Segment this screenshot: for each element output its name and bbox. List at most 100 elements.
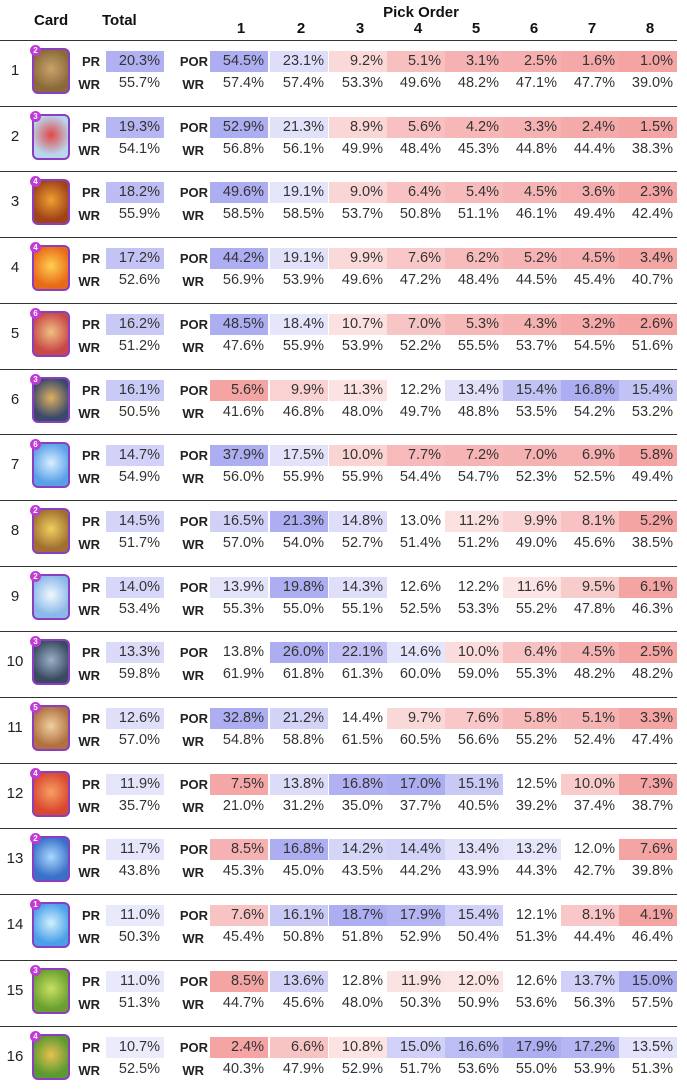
- wr-label: WR: [180, 406, 204, 421]
- pick-order-win-rate-value: 53.3%: [329, 73, 387, 94]
- row-separator: [0, 40, 677, 41]
- pick-order-rate-value: 7.6%: [387, 248, 445, 269]
- pick-order-win-rate-value: 55.9%: [329, 467, 387, 488]
- pick-order-win-rate-value: 40.5%: [445, 796, 503, 817]
- wr-label: WR: [76, 668, 100, 683]
- pick-order-win-rate-value: 56.8%: [210, 139, 268, 160]
- pick-order-win-rate-value: 53.7%: [329, 204, 387, 225]
- pick-order-win-rate-value: 39.0%: [619, 73, 677, 94]
- row-rank: 12: [4, 785, 26, 802]
- pick-order-rate-value: 54.5%: [210, 51, 268, 72]
- wr-label: WR: [76, 1063, 100, 1078]
- pick-order-rate-value: 6.2%: [445, 248, 503, 269]
- win-rate-value: 53.4%: [106, 599, 164, 620]
- pick-rate-value: 14.0%: [106, 577, 164, 598]
- por-label: POR: [174, 645, 208, 660]
- wr-label: WR: [76, 406, 100, 421]
- pick-rate-value: 13.3%: [106, 642, 164, 663]
- pick-order-rate-value: 4.5%: [561, 248, 619, 269]
- wr-label: WR: [180, 1063, 204, 1078]
- pick-order-rate-value: 9.9%: [270, 380, 328, 401]
- pick-order-win-rate-value: 57.4%: [210, 73, 268, 94]
- wr-label: WR: [76, 734, 100, 749]
- row-rank: 16: [4, 1048, 26, 1065]
- pick-order-win-rate-value: 55.2%: [503, 599, 561, 620]
- pick-order-win-rate-value: 54.4%: [387, 467, 445, 488]
- pick-order-win-rate-value: 55.2%: [503, 730, 561, 751]
- card-level-badge: 3: [30, 374, 41, 385]
- row-rank: 2: [4, 128, 26, 145]
- por-label: POR: [174, 54, 208, 69]
- pick-order-rate-value: 6.6%: [270, 1037, 328, 1058]
- pick-order-win-rate-value: 61.9%: [210, 664, 268, 685]
- header-card: Card: [34, 12, 68, 29]
- column-header-2: 2: [297, 20, 305, 37]
- pick-order-rate-value: 3.1%: [445, 51, 503, 72]
- pr-label: PR: [76, 383, 100, 398]
- header-total: Total: [102, 12, 137, 29]
- row-separator: [0, 434, 677, 435]
- pick-order-win-rate-value: 38.3%: [619, 139, 677, 160]
- pick-order-rate-value: 37.9%: [210, 445, 268, 466]
- por-label: POR: [174, 580, 208, 595]
- pick-order-rate-value: 12.6%: [503, 971, 561, 992]
- pick-order-win-rate-value: 57.0%: [210, 533, 268, 554]
- por-label: POR: [174, 251, 208, 266]
- pick-order-rate-value: 7.6%: [210, 905, 268, 926]
- pick-order-rate-value: 18.7%: [329, 905, 387, 926]
- pick-order-rate-value: 15.4%: [503, 380, 561, 401]
- pick-order-rate-value: 7.7%: [387, 445, 445, 466]
- win-rate-value: 50.3%: [106, 927, 164, 948]
- pick-order-win-rate-value: 49.0%: [503, 533, 561, 554]
- pick-order-rate-value: 2.4%: [561, 117, 619, 138]
- pick-order-win-rate-value: 45.4%: [561, 270, 619, 291]
- por-label: POR: [174, 908, 208, 923]
- wr-label: WR: [76, 800, 100, 815]
- pick-rate-value: 11.0%: [106, 971, 164, 992]
- pick-order-win-rate-value: 48.2%: [445, 73, 503, 94]
- pick-order-rate-value: 5.4%: [445, 182, 503, 203]
- pick-order-win-rate-value: 60.0%: [387, 664, 445, 685]
- pick-order-rate-value: 4.2%: [445, 117, 503, 138]
- pick-order-rate-value: 7.0%: [503, 445, 561, 466]
- pick-rate-value: 16.2%: [106, 314, 164, 335]
- pick-order-win-rate-value: 37.7%: [387, 796, 445, 817]
- pick-order-rate-value: 13.2%: [503, 839, 561, 860]
- pick-order-rate-value: 5.8%: [619, 445, 677, 466]
- pick-order-win-rate-value: 54.8%: [210, 730, 268, 751]
- pick-order-win-rate-value: 46.3%: [619, 599, 677, 620]
- pick-order-rate-value: 2.5%: [503, 51, 561, 72]
- pick-order-rate-value: 8.1%: [561, 511, 619, 532]
- pick-order-win-rate-value: 51.6%: [619, 336, 677, 357]
- wr-label: WR: [180, 77, 204, 92]
- pick-order-win-rate-value: 61.5%: [329, 730, 387, 751]
- wr-label: WR: [76, 340, 100, 355]
- column-header-8: 8: [646, 20, 654, 37]
- pick-order-rate-value: 5.6%: [210, 380, 268, 401]
- card-level-badge: 4: [30, 1031, 41, 1042]
- pick-order-rate-value: 8.9%: [329, 117, 387, 138]
- card-level-badge: 2: [30, 571, 41, 582]
- pick-order-rate-value: 21.2%: [270, 708, 328, 729]
- pick-order-win-rate-value: 48.0%: [329, 993, 387, 1014]
- row-rank: 4: [4, 259, 26, 276]
- win-rate-value: 51.3%: [106, 993, 164, 1014]
- pick-order-rate-value: 14.2%: [329, 839, 387, 860]
- pick-order-win-rate-value: 49.4%: [619, 467, 677, 488]
- pick-order-win-rate-value: 53.3%: [445, 599, 503, 620]
- por-label: POR: [174, 1040, 208, 1055]
- pick-order-win-rate-value: 53.9%: [270, 270, 328, 291]
- wr-label: WR: [180, 997, 204, 1012]
- pick-order-rate-value: 17.9%: [503, 1037, 561, 1058]
- pick-order-win-rate-value: 53.5%: [503, 402, 561, 423]
- pick-order-rate-value: 22.1%: [329, 642, 387, 663]
- wr-label: WR: [76, 77, 100, 92]
- pick-rate-value: 14.7%: [106, 445, 164, 466]
- pick-order-win-rate-value: 51.1%: [445, 204, 503, 225]
- pick-order-rate-value: 10.0%: [561, 774, 619, 795]
- row-rank: 1: [4, 62, 26, 79]
- win-rate-value: 57.0%: [106, 730, 164, 751]
